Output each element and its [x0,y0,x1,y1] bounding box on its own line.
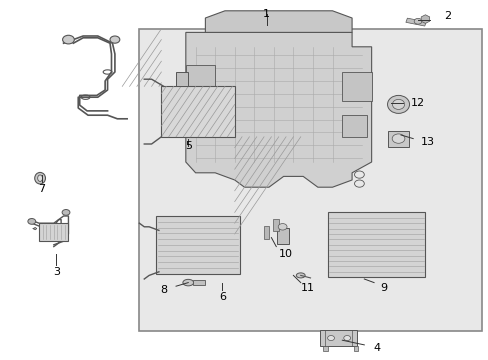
Bar [320,330,356,346]
Text: 3: 3 [53,267,60,277]
Bar [322,346,327,351]
Text: 5: 5 [184,141,191,151]
Polygon shape [420,15,429,23]
Bar [185,65,215,94]
Circle shape [62,35,74,44]
Bar [263,226,269,239]
Bar [276,228,288,244]
Bar [39,223,68,241]
Bar [193,280,205,285]
Text: 2: 2 [443,11,450,21]
Bar [342,115,366,137]
Ellipse shape [391,99,404,109]
Text: 10: 10 [279,249,292,259]
Polygon shape [185,32,371,187]
Circle shape [413,18,421,24]
Bar [405,18,426,26]
Bar [176,72,188,86]
Circle shape [327,336,334,341]
Ellipse shape [296,273,305,278]
Ellipse shape [386,95,408,113]
Text: 7: 7 [38,184,45,194]
Text: 13: 13 [420,137,434,147]
Circle shape [110,36,120,43]
Bar [327,212,425,277]
Text: 4: 4 [372,343,379,354]
Circle shape [28,219,36,224]
Bar [353,346,358,351]
Ellipse shape [183,279,193,286]
Text: 1: 1 [263,9,269,19]
Text: 11: 11 [301,283,314,293]
Bar [342,72,371,101]
Bar [156,216,239,274]
Ellipse shape [35,172,45,184]
Polygon shape [205,11,351,32]
Text: 9: 9 [380,283,386,293]
Bar [161,86,234,137]
Circle shape [343,336,350,341]
Text: 6: 6 [219,292,225,302]
Bar [139,29,481,331]
Text: 8: 8 [160,285,167,295]
Circle shape [62,210,70,215]
Text: 12: 12 [410,98,424,108]
Circle shape [278,224,286,230]
Ellipse shape [38,175,42,181]
Bar [185,115,210,137]
Circle shape [391,134,404,143]
Bar [273,219,279,231]
Bar [387,131,408,147]
